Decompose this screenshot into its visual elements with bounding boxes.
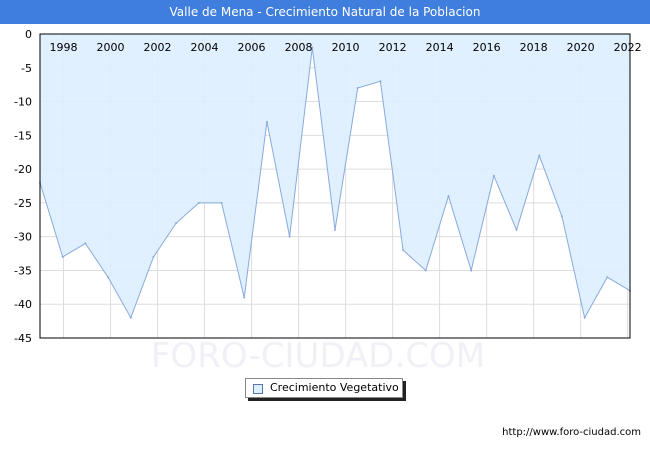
data-point [175, 222, 178, 225]
y-tick-label: -20 [14, 163, 32, 176]
y-tick-label: -5 [21, 62, 32, 75]
x-tick-label: 2020 [567, 41, 595, 54]
data-point [583, 316, 586, 319]
x-tick-label: 2006 [238, 41, 266, 54]
legend-label: Crecimiento Vegetativo [270, 381, 399, 394]
y-tick-label: -40 [14, 298, 32, 311]
x-tick-labels: 1998 2000 2002 2004 2006 2008 2010 2012 2014 2016… [50, 41, 642, 54]
x-tick-label: 2004 [191, 41, 219, 54]
data-point [197, 201, 200, 204]
watermark: FORO-CIUDAD.COM [151, 336, 485, 376]
x-tick-label: 2012 [379, 41, 407, 54]
x-tick-label: 2018 [520, 41, 548, 54]
x-tick-label: 1998 [50, 41, 78, 54]
data-point [311, 46, 314, 49]
y-tick-label: -10 [14, 96, 32, 109]
x-tick-label: 2014 [426, 41, 454, 54]
x-tick-label: 2008 [285, 41, 313, 54]
data-point [334, 228, 336, 231]
data-point [447, 195, 450, 198]
axes [39, 33, 631, 339]
data-point [402, 249, 405, 252]
y-tick-label: -25 [14, 197, 32, 210]
data-point [492, 174, 495, 177]
data-point [152, 255, 155, 258]
area-fill [40, 34, 630, 318]
data-point [265, 120, 268, 123]
y-tick-label: 0 [25, 28, 32, 41]
data-point [356, 87, 359, 90]
data-point [424, 269, 427, 272]
data-point [84, 242, 87, 245]
x-tick-label: 2002 [144, 41, 172, 54]
source-url: http://www.foro-ciudad.com [502, 427, 641, 438]
y-tick-label: -45 [14, 332, 32, 345]
data-point [606, 276, 609, 279]
y-tick-label: -35 [14, 264, 32, 277]
x-tick-label: 2022 [614, 41, 642, 54]
data-point [243, 296, 246, 299]
plot-border [39, 33, 631, 339]
legend-swatch [253, 384, 263, 394]
x-tick-label: 2000 [97, 41, 125, 54]
chart-title: Valle de Mena - Crecimiento Natural de l… [0, 0, 650, 24]
data-point [515, 228, 518, 231]
data-point [220, 201, 223, 204]
data-point [129, 316, 132, 319]
data-point [107, 276, 110, 279]
data-point [470, 269, 473, 272]
data-point [560, 215, 563, 218]
data-point [61, 255, 64, 258]
legend: Crecimiento Vegetativo [245, 378, 403, 398]
data-point [379, 80, 382, 83]
y-tick-label: -30 [14, 231, 32, 244]
data-point [538, 154, 541, 157]
data-point [288, 235, 291, 238]
area-layer [39, 34, 631, 320]
x-tick-label: 2010 [332, 41, 360, 54]
x-tick-label: 2016 [473, 41, 501, 54]
y-tick-label: -15 [14, 129, 32, 142]
y-tick-labels: 0 -5 -10 -15 -20 -25 -30 -35 -40 -45 [14, 28, 32, 345]
